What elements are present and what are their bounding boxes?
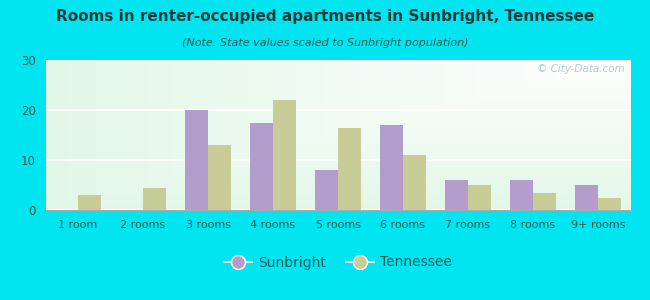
Text: (Note: State values scaled to Sunbright population): (Note: State values scaled to Sunbright … — [182, 38, 468, 47]
Bar — [185, 110, 208, 210]
Text: © City-Data.com: © City-Data.com — [537, 64, 625, 74]
Bar — [380, 125, 403, 210]
Bar — [250, 122, 273, 210]
Bar — [78, 195, 101, 210]
Bar — [403, 155, 426, 210]
Bar — [338, 128, 361, 210]
Bar — [143, 188, 166, 210]
Bar — [598, 197, 621, 210]
Bar — [315, 170, 338, 210]
Legend: Sunbright, Tennessee: Sunbright, Tennessee — [219, 250, 457, 275]
Bar — [510, 180, 533, 210]
Bar — [445, 180, 468, 210]
Bar — [468, 185, 491, 210]
Bar — [533, 193, 556, 210]
Bar — [273, 100, 296, 210]
Bar — [575, 185, 598, 210]
Bar — [208, 145, 231, 210]
Text: Rooms in renter-occupied apartments in Sunbright, Tennessee: Rooms in renter-occupied apartments in S… — [56, 9, 594, 24]
